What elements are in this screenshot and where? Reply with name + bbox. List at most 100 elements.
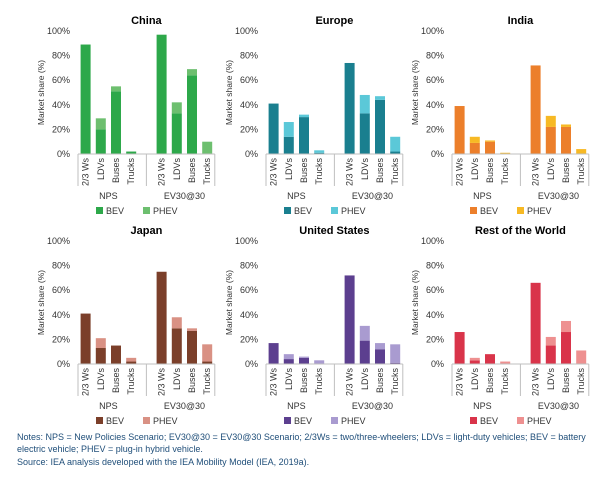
- chart-title: Europe: [315, 15, 353, 27]
- bar-bev: [375, 99, 385, 154]
- bar-bev: [530, 65, 541, 154]
- y-tick-label: 100%: [235, 26, 258, 36]
- y-tick-label: 80%: [240, 51, 258, 61]
- y-tick-label: 100%: [47, 26, 70, 36]
- bar-phev: [111, 86, 121, 92]
- bar-phev: [359, 325, 370, 341]
- legend-label-bev: BEV: [106, 416, 124, 426]
- bar-bev: [202, 361, 213, 364]
- y-tick-label: 20%: [52, 334, 70, 344]
- y-tick-label: 80%: [52, 51, 70, 61]
- legend-label-bev: BEV: [294, 416, 312, 426]
- bar-phev: [359, 94, 370, 114]
- bar-phev: [561, 124, 571, 127]
- figure-charts: China 0% 20% 40% 60% 80% 100% Market share (%) 2…: [36, 15, 590, 426]
- x-tick-label: 2/3 Ws: [345, 368, 355, 397]
- x-tick-label: Trucks: [126, 368, 136, 395]
- bar-phev: [299, 356, 309, 358]
- group-label: EV30@30: [352, 401, 393, 411]
- bar-bev: [485, 354, 495, 364]
- bar-phev: [95, 338, 106, 349]
- notes-block: Notes: NPS = New Policies Scenario; EV30…: [17, 431, 609, 468]
- x-tick-label: 2/3 Ws: [269, 158, 279, 187]
- x-tick-label: Trucks: [314, 368, 324, 395]
- bar-bev: [545, 126, 556, 154]
- x-tick-label: LDVs: [470, 368, 480, 391]
- x-tick-label: LDVs: [546, 368, 556, 391]
- chart-panel-4: Japan 0% 20% 40% 60% 80% 100% Market share (%) 2…: [36, 225, 216, 426]
- chart-panel-3: India 0% 20% 40% 60% 80% 100% Market share (%) 2…: [410, 15, 590, 216]
- legend-swatch-bev: [96, 417, 103, 424]
- x-tick-label: Trucks: [500, 158, 510, 185]
- bar-bev: [390, 151, 401, 154]
- legend-label-bev: BEV: [294, 206, 312, 216]
- x-tick-label: Trucks: [576, 158, 586, 185]
- bar-phev: [202, 141, 213, 154]
- legend-swatch-phev: [143, 207, 150, 214]
- bar-bev: [111, 91, 121, 154]
- bar-phev: [375, 343, 385, 350]
- y-tick-label: 20%: [426, 124, 444, 134]
- x-tick-label: Buses: [111, 158, 121, 184]
- notes-text: Notes: NPS = New Policies Scenario; EV30…: [17, 432, 586, 455]
- chart-title: United States: [299, 225, 369, 237]
- x-tick-label: Trucks: [126, 158, 136, 185]
- bar-phev: [314, 360, 325, 364]
- x-tick-label: LDVs: [360, 368, 370, 391]
- y-tick-label: 60%: [52, 285, 70, 295]
- y-tick-label: 40%: [426, 310, 444, 320]
- chart-title: India: [508, 15, 535, 27]
- legend-label-phev: PHEV: [341, 416, 366, 426]
- y-tick-label: 60%: [426, 285, 444, 295]
- chart-panel-5: United States 0% 20% 40% 60% 80% 100% Market sh…: [224, 225, 404, 426]
- bar-bev: [314, 152, 325, 154]
- legend-swatch-phev: [331, 417, 338, 424]
- bar-bev: [485, 141, 495, 154]
- bar-bev: [344, 275, 355, 364]
- y-tick-label: 20%: [52, 124, 70, 134]
- y-tick-label: 60%: [426, 75, 444, 85]
- bar-bev: [156, 34, 167, 154]
- bar-bev: [299, 117, 309, 154]
- bar-bev: [171, 113, 182, 154]
- x-tick-label: Trucks: [390, 158, 400, 185]
- y-axis-label: Market share (%): [224, 270, 234, 335]
- y-axis-label: Market share (%): [36, 60, 46, 125]
- legend-swatch-bev: [470, 207, 477, 214]
- y-tick-label: 100%: [47, 236, 70, 246]
- bar-bev: [80, 313, 91, 364]
- y-tick-label: 80%: [52, 261, 70, 271]
- legend-label-phev: PHEV: [153, 416, 178, 426]
- x-tick-label: LDVs: [360, 158, 370, 181]
- x-tick-label: 2/3 Ws: [455, 158, 465, 187]
- bar-phev: [171, 317, 182, 329]
- bar-bev: [187, 330, 197, 364]
- bar-phev: [390, 344, 401, 363]
- y-tick-label: 40%: [52, 100, 70, 110]
- x-tick-label: Buses: [299, 368, 309, 394]
- x-tick-label: Trucks: [202, 368, 212, 395]
- y-tick-label: 100%: [235, 236, 258, 246]
- x-tick-label: Trucks: [390, 368, 400, 395]
- bar-bev: [268, 343, 279, 364]
- y-tick-label: 40%: [240, 310, 258, 320]
- bar-phev: [314, 150, 325, 153]
- x-tick-label: 2/3 Ws: [455, 368, 465, 397]
- y-axis-label: Market share (%): [410, 60, 420, 125]
- bar-bev: [375, 349, 385, 364]
- bar-phev: [187, 69, 197, 76]
- y-tick-label: 0%: [431, 359, 444, 369]
- y-tick-label: 0%: [57, 149, 70, 159]
- legend-swatch-phev: [517, 207, 524, 214]
- bar-bev: [171, 328, 182, 364]
- y-tick-label: 60%: [52, 75, 70, 85]
- y-tick-label: 60%: [240, 75, 258, 85]
- bar-phev: [187, 328, 197, 331]
- x-tick-label: 2/3 Ws: [157, 158, 167, 187]
- x-tick-label: LDVs: [96, 368, 106, 391]
- bar-bev: [283, 359, 294, 364]
- y-tick-label: 100%: [421, 236, 444, 246]
- chart-panel-2: Europe 0% 20% 40% 60% 80% 100% Market share (%)…: [224, 15, 404, 216]
- bar-bev: [469, 142, 480, 154]
- bar-bev: [344, 62, 355, 155]
